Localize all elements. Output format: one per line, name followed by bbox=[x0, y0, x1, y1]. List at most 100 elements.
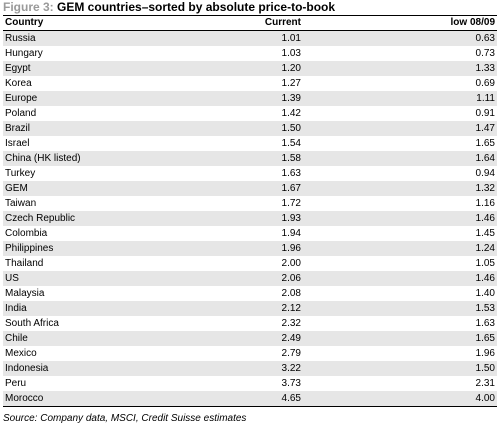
low-value-cell: 1.50 bbox=[475, 363, 495, 374]
country-cell: Philippines bbox=[5, 243, 54, 254]
figure-title-text: GEM countries–sorted by absolute price-t… bbox=[57, 0, 336, 14]
country-cell: Russia bbox=[5, 33, 36, 44]
current-value-cell: 1.63 bbox=[281, 168, 301, 179]
current-value-cell: 2.00 bbox=[281, 258, 301, 269]
country-cell: Turkey bbox=[5, 168, 36, 179]
low-value-cell: 1.24 bbox=[475, 243, 495, 254]
table-row: Czech Republic 1.93 1.46 bbox=[3, 211, 497, 226]
low-value-cell: 1.64 bbox=[475, 153, 495, 164]
table-row: Indonesia 3.22 1.50 bbox=[3, 361, 497, 376]
table-row: Malaysia 2.08 1.40 bbox=[3, 286, 497, 301]
table-row: US 2.06 1.46 bbox=[3, 271, 497, 286]
current-value-cell: 1.54 bbox=[281, 138, 301, 149]
header-row: Country Current low 08/09 bbox=[3, 16, 497, 31]
current-value-cell: 2.49 bbox=[281, 333, 301, 344]
low-value-cell: 0.94 bbox=[475, 168, 495, 179]
low-value-cell: 1.32 bbox=[475, 183, 495, 194]
figure-title: Figure 3: GEM countries–sorted by absolu… bbox=[3, 0, 497, 16]
table-row: Korea 1.27 0.69 bbox=[3, 76, 497, 91]
low-value-cell: 2.31 bbox=[475, 378, 495, 389]
country-cell: Taiwan bbox=[5, 198, 37, 209]
table-row: Colombia 1.94 1.45 bbox=[3, 226, 497, 241]
current-value-cell: 3.73 bbox=[281, 378, 301, 389]
country-cell: India bbox=[5, 303, 27, 314]
current-value-cell: 1.67 bbox=[281, 183, 301, 194]
table-row: GEM 1.67 1.32 bbox=[3, 181, 497, 196]
country-cell: Thailand bbox=[5, 258, 44, 269]
table-row: Europe 1.39 1.11 bbox=[3, 91, 497, 106]
country-cell: US bbox=[5, 273, 19, 284]
country-cell: Czech Republic bbox=[5, 213, 76, 224]
low-value-cell: 1.96 bbox=[475, 348, 495, 359]
current-value-cell: 2.32 bbox=[281, 318, 301, 329]
table-row: Turkey 1.63 0.94 bbox=[3, 166, 497, 181]
low-value-cell: 1.05 bbox=[475, 258, 495, 269]
country-cell: South Africa bbox=[5, 318, 59, 329]
low-value-cell: 1.40 bbox=[475, 288, 495, 299]
low-value-cell: 0.91 bbox=[475, 108, 495, 119]
low-value-cell: 0.63 bbox=[475, 33, 495, 44]
table-row: Philippines 1.96 1.24 bbox=[3, 241, 497, 256]
current-value-cell: 2.06 bbox=[281, 273, 301, 284]
column-header-country: Country bbox=[5, 17, 44, 28]
country-cell: Chile bbox=[5, 333, 28, 344]
low-value-cell: 1.46 bbox=[475, 213, 495, 224]
table-body: Russia 1.01 0.63 Hungary 1.03 0.73 Egypt 1.20 1.… bbox=[3, 30, 497, 407]
source-note: Source: Company data, MSCI, Credit Suiss… bbox=[3, 413, 247, 424]
country-cell: Indonesia bbox=[5, 363, 49, 374]
table-row: Chile 2.49 1.65 bbox=[3, 331, 497, 346]
low-value-cell: 0.69 bbox=[475, 78, 495, 89]
low-value-cell: 1.63 bbox=[475, 318, 495, 329]
table-row: Israel 1.54 1.65 bbox=[3, 136, 497, 151]
table-row: Thailand 2.00 1.05 bbox=[3, 256, 497, 271]
current-value-cell: 1.01 bbox=[281, 33, 301, 44]
table-row: India 2.12 1.53 bbox=[3, 301, 497, 316]
low-value-cell: 4.00 bbox=[475, 393, 495, 404]
country-cell: China (HK listed) bbox=[5, 153, 81, 164]
current-value-cell: 2.08 bbox=[281, 288, 301, 299]
country-cell: Israel bbox=[5, 138, 30, 149]
low-value-cell: 1.16 bbox=[475, 198, 495, 209]
current-value-cell: 1.42 bbox=[281, 108, 301, 119]
low-value-cell: 1.53 bbox=[475, 303, 495, 314]
country-cell: Colombia bbox=[5, 228, 48, 239]
country-cell: Brazil bbox=[5, 123, 31, 134]
current-value-cell: 1.93 bbox=[281, 213, 301, 224]
low-value-cell: 1.65 bbox=[475, 138, 495, 149]
table-row: Egypt 1.20 1.33 bbox=[3, 61, 497, 76]
table-row: China (HK listed) 1.58 1.64 bbox=[3, 151, 497, 166]
table-row: Hungary 1.03 0.73 bbox=[3, 46, 497, 61]
table-row: Poland 1.42 0.91 bbox=[3, 106, 497, 121]
table-row: Peru 3.73 2.31 bbox=[3, 376, 497, 391]
country-cell: Morocco bbox=[5, 393, 44, 404]
column-header-low: low 08/09 bbox=[450, 17, 495, 28]
table-row: Mexico 2.79 1.96 bbox=[3, 346, 497, 361]
table-row: Morocco 4.65 4.00 bbox=[3, 391, 497, 407]
current-value-cell: 4.65 bbox=[281, 393, 301, 404]
low-value-cell: 1.65 bbox=[475, 333, 495, 344]
figure: Figure 3: GEM countries–sorted by absolu… bbox=[3, 0, 497, 424]
country-cell: Hungary bbox=[5, 48, 43, 59]
table-row: South Africa 2.32 1.63 bbox=[3, 316, 497, 331]
low-value-cell: 1.46 bbox=[475, 273, 495, 284]
current-value-cell: 1.50 bbox=[281, 123, 301, 134]
low-value-cell: 0.73 bbox=[475, 48, 495, 59]
table-header: Country Current low 08/09 bbox=[3, 16, 497, 31]
low-value-cell: 1.47 bbox=[475, 123, 495, 134]
current-value-cell: 1.20 bbox=[281, 63, 301, 74]
current-value-cell: 2.12 bbox=[281, 303, 301, 314]
country-cell: Europe bbox=[5, 93, 38, 104]
current-value-cell: 3.22 bbox=[281, 363, 301, 374]
figure-label: Figure 3: bbox=[3, 0, 54, 14]
low-value-cell: 1.33 bbox=[475, 63, 495, 74]
country-cell: GEM bbox=[5, 183, 28, 194]
country-cell: Korea bbox=[5, 78, 32, 89]
low-value-cell: 1.11 bbox=[476, 93, 495, 104]
table-row: Russia 1.01 0.63 bbox=[3, 30, 497, 46]
table-row: Brazil 1.50 1.47 bbox=[3, 121, 497, 136]
country-cell: Egypt bbox=[5, 63, 31, 74]
country-cell: Poland bbox=[5, 108, 37, 119]
current-value-cell: 1.58 bbox=[281, 153, 301, 164]
country-cell: Peru bbox=[5, 378, 27, 389]
current-value-cell: 1.03 bbox=[281, 48, 301, 59]
